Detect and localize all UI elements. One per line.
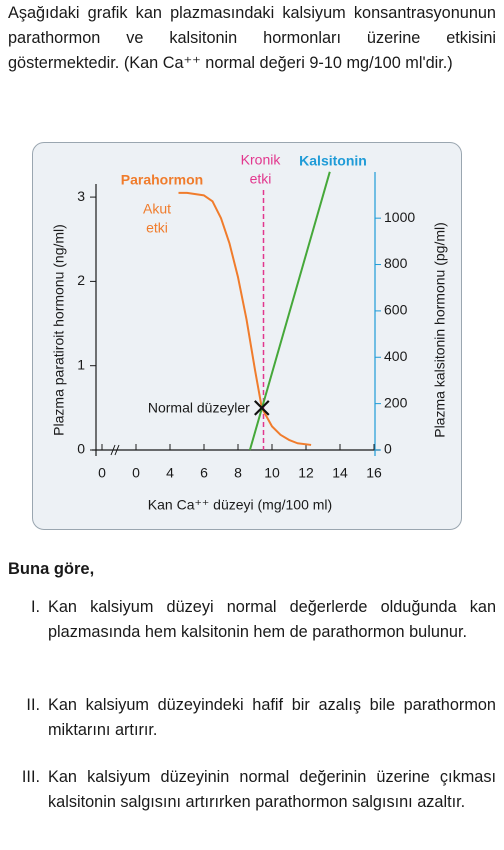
statement-text: Kan kalsiyum düzeyinin normal değerinin … — [48, 768, 496, 811]
y2-tick-label: 1000 — [384, 209, 415, 225]
x-tick-label: 10 — [264, 465, 280, 481]
y-tick-label: 2 — [77, 272, 85, 288]
reference-label: etki — [250, 171, 272, 187]
statement-numeral: II. — [26, 696, 40, 714]
x-tick-label: 6 — [200, 465, 208, 481]
y2-axis-title: Plazma kalsitonin hormonu (pg/ml) — [432, 222, 448, 438]
y-axis-title: Plazma paratiroit hormonu (ng/ml) — [51, 224, 67, 436]
y-tick-label: 0 — [77, 441, 85, 457]
y2-tick-label: 200 — [384, 394, 408, 410]
y-tick-label: 3 — [77, 188, 85, 204]
intro-text: Aşağıdaki grafik kan plazmasındaki kalsi… — [8, 4, 496, 72]
y2-tick-label: 0 — [384, 441, 392, 457]
y-tick-label: 1 — [77, 356, 85, 372]
axis-break — [110, 444, 120, 456]
reference-label: Kronik — [241, 152, 282, 168]
x-tick-label: 12 — [298, 465, 314, 481]
series-line — [248, 171, 331, 451]
statement-text: Kan kalsiyum düzeyindeki hafif bir azalı… — [48, 696, 496, 739]
normal-label: Normal düzeyler — [148, 400, 250, 416]
y2-tick-label: 400 — [384, 348, 408, 364]
series-annotation: Akut — [143, 201, 171, 217]
x-tick-label: 0 — [132, 465, 140, 481]
question-lead: Buna göre, — [8, 560, 95, 578]
statement-text: Kan kalsiyum düzeyi normal değerlerde ol… — [48, 598, 496, 641]
series-line — [178, 191, 312, 446]
x-tick-label: 4 — [166, 465, 174, 481]
y2-tick-label: 600 — [384, 302, 408, 318]
x-tick-label: 8 — [234, 465, 242, 481]
x-tick-label: 0 — [98, 465, 106, 481]
statement-numeral: III. — [21, 768, 40, 786]
series-label: Kalsitonin — [299, 153, 367, 169]
statement-numeral: I. — [30, 598, 40, 616]
y2-tick-label: 800 — [384, 255, 408, 271]
series-annotation: etki — [146, 220, 168, 236]
chart-frame — [32, 142, 462, 530]
x-axis-title: Kan Ca⁺⁺ düzeyi (mg/100 ml) — [148, 497, 332, 513]
series-label: Parahormon — [121, 172, 203, 188]
normal-marker — [254, 400, 270, 416]
x-tick-label: 14 — [332, 465, 348, 481]
x-tick-label: 16 — [366, 465, 382, 481]
